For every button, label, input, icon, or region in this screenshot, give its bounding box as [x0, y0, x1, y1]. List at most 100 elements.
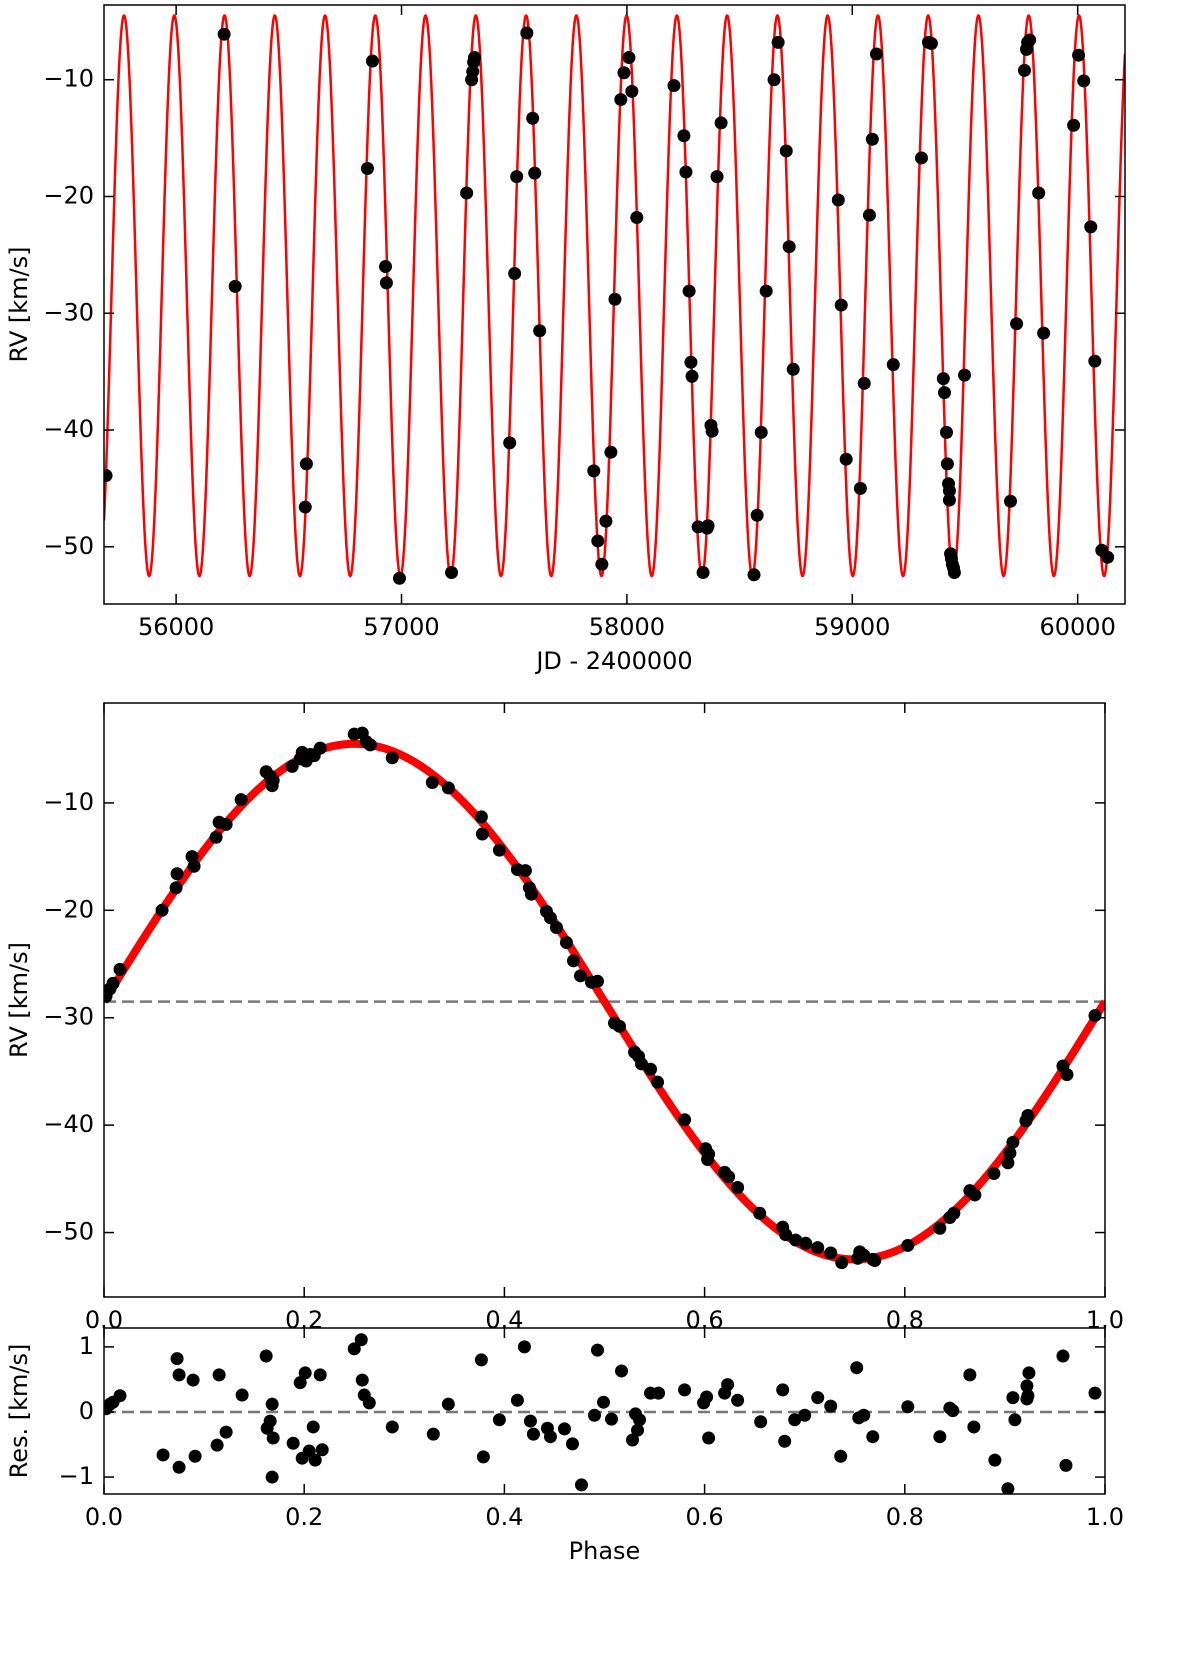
data-point: [824, 1399, 838, 1413]
data-point: [753, 1206, 767, 1220]
data-point: [1056, 1349, 1070, 1363]
data-point: [524, 887, 538, 901]
y-tick-label: −40: [43, 1110, 94, 1138]
data-point: [266, 1431, 280, 1445]
data-point: [308, 1453, 322, 1467]
data-point: [850, 1361, 864, 1375]
y-tick-label: −30: [43, 298, 94, 326]
data-point: [508, 267, 522, 281]
y-tick-label: −40: [43, 415, 94, 443]
data-point: [869, 47, 883, 61]
data-point: [747, 568, 761, 582]
data-point: [857, 1408, 871, 1422]
data-point: [590, 1343, 604, 1357]
data-point: [705, 424, 719, 438]
data-point: [474, 810, 488, 824]
data-point: [265, 1397, 279, 1411]
x-tick-label: 1.0: [1086, 1503, 1124, 1531]
data-point: [933, 1430, 947, 1444]
y-tick-label: −20: [43, 181, 94, 209]
data-point: [379, 276, 393, 290]
data-point: [1020, 1379, 1034, 1393]
data-point: [266, 773, 280, 787]
data-point: [510, 170, 524, 184]
y-tick-label: −1: [59, 1462, 94, 1490]
data-point: [700, 1390, 714, 1404]
data-point: [210, 1438, 224, 1452]
data-point: [474, 1353, 488, 1367]
data-point: [1003, 1146, 1017, 1160]
plot-area: [104, 1333, 1105, 1494]
data-point: [914, 151, 928, 165]
data-point: [963, 1368, 977, 1382]
y-tick-label: −10: [43, 788, 94, 816]
data-point: [947, 565, 961, 579]
data-point: [631, 1423, 645, 1437]
data-point: [633, 1413, 647, 1427]
data-point: [360, 161, 374, 175]
y-axis-label: RV [km/s]: [5, 942, 33, 1058]
x-tick-label: 60000: [1039, 613, 1115, 641]
data-point: [831, 193, 845, 207]
data-point: [702, 1431, 716, 1445]
data-point: [573, 969, 587, 983]
data-point: [701, 519, 715, 533]
data-point: [156, 1448, 170, 1462]
data-point: [677, 129, 691, 143]
data-point: [779, 1228, 793, 1242]
y-tick-label: −20: [43, 895, 94, 923]
data-point: [701, 1153, 715, 1167]
data-point: [811, 1241, 825, 1255]
data-point: [265, 1470, 279, 1484]
data-point: [789, 1233, 803, 1247]
data-point: [460, 186, 474, 200]
data-point: [862, 208, 876, 222]
data-point: [543, 1430, 557, 1444]
data-point: [587, 1408, 601, 1422]
data-point: [933, 1221, 947, 1235]
data-point: [1084, 220, 1098, 234]
data-point: [759, 284, 773, 298]
data-point: [104, 469, 113, 483]
data-point: [217, 27, 231, 41]
data-point: [587, 464, 601, 478]
data-point: [824, 1246, 838, 1260]
data-point: [503, 436, 517, 450]
data-point: [533, 324, 547, 338]
data-point: [625, 84, 639, 98]
data-point: [853, 481, 867, 495]
data-point: [731, 1180, 745, 1194]
data-point: [1077, 74, 1091, 88]
data-point: [212, 1368, 226, 1382]
data-point: [1060, 1068, 1074, 1082]
data-point: [468, 51, 482, 65]
data-point: [187, 859, 201, 873]
data-point: [441, 781, 455, 795]
data-point: [811, 1391, 825, 1405]
data-point: [559, 936, 573, 950]
data-point: [263, 1414, 277, 1428]
data-point: [362, 1396, 376, 1410]
data-point: [595, 557, 609, 571]
data-point: [113, 1389, 127, 1403]
data-point: [169, 881, 183, 895]
data-point: [652, 1386, 666, 1400]
y-axis-label: RV [km/s]: [5, 246, 33, 362]
data-point: [868, 1253, 882, 1267]
data-point: [363, 738, 377, 752]
data-point: [286, 1436, 300, 1450]
data-point: [684, 355, 698, 369]
data-point: [651, 1075, 665, 1089]
data-point: [886, 358, 900, 372]
data-point: [679, 165, 693, 179]
x-tick-label: 0.2: [285, 1503, 323, 1531]
data-point: [754, 425, 768, 439]
axes-frame: [103, 1327, 1106, 1495]
data-point: [172, 1460, 186, 1474]
data-point: [185, 850, 199, 864]
data-point: [313, 741, 327, 755]
data-point: [1004, 494, 1018, 508]
data-point: [354, 1333, 368, 1347]
data-point: [678, 1383, 692, 1397]
data-point: [113, 962, 127, 976]
